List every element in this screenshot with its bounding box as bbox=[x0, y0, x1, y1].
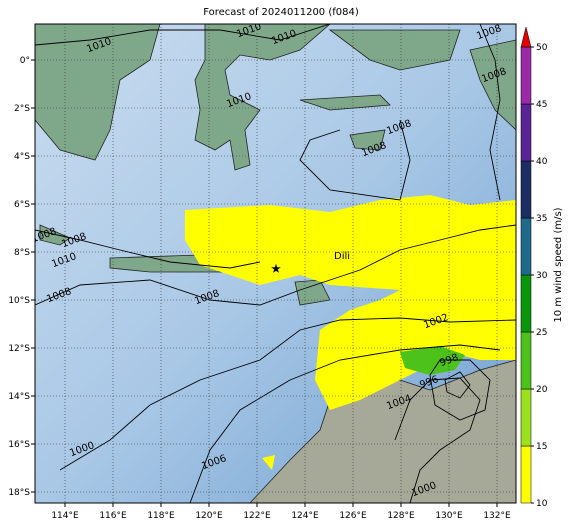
lat-tick-label: 16°S bbox=[8, 440, 30, 450]
colorbar-label: 10 m wind speed (m/s) bbox=[553, 207, 564, 322]
lat-tick-label: 14°S bbox=[8, 392, 30, 402]
map-frame bbox=[34, 23, 517, 504]
colorbar-segment bbox=[520, 160, 532, 219]
lon-tick-label: 124°E bbox=[291, 511, 319, 521]
colorbar-tick-label: 40 bbox=[536, 157, 548, 167]
lat-tick-label: 4°S bbox=[14, 152, 30, 162]
storm-marker: ★ bbox=[272, 264, 281, 275]
colorbar-segment bbox=[520, 445, 532, 504]
colorbar-tick-label: 35 bbox=[536, 214, 547, 224]
lat-tick-label: 10°S bbox=[8, 296, 30, 306]
lon-tick-label: 118°E bbox=[147, 511, 175, 521]
lat-tick-label: 0° bbox=[20, 56, 30, 66]
colorbar-extend bbox=[520, 26, 532, 48]
lat-tick-label: 12°S bbox=[8, 344, 30, 354]
place-label: Dili bbox=[334, 251, 350, 262]
colorbar-segment bbox=[520, 388, 532, 447]
lon-tick-label: 126°E bbox=[339, 511, 367, 521]
graticule bbox=[35, 24, 516, 503]
colorbar-tick-label: 30 bbox=[536, 271, 548, 281]
colorbar-segment bbox=[520, 331, 532, 390]
title: Forecast of 2024011200 (f084) bbox=[203, 7, 359, 18]
colorbar-segment bbox=[520, 46, 532, 105]
lon-tick-label: 128°E bbox=[387, 511, 415, 521]
colorbar-tick-label: 25 bbox=[536, 328, 547, 338]
colorbar-segment bbox=[520, 103, 532, 162]
colorbar-segment bbox=[520, 274, 532, 333]
lon-tick-label: 130°E bbox=[435, 511, 463, 521]
axes: 114°E 116°E 118°E 120°E 122°E 124°E 126°E 128°E… bbox=[8, 56, 511, 521]
lat-tick-label: 6°S bbox=[14, 200, 30, 210]
colorbar-tick-label: 10 bbox=[536, 499, 548, 509]
contours bbox=[35, 24, 516, 503]
colorbar-tick-label: 45 bbox=[536, 100, 547, 110]
lon-tick-label: 120°E bbox=[195, 511, 223, 521]
lat-tick-label: 18°S bbox=[8, 488, 30, 498]
colorbar-tick-label: 20 bbox=[536, 385, 548, 395]
colorbar-segment bbox=[520, 217, 532, 276]
lat-tick-label: 2°S bbox=[14, 104, 30, 114]
wind-shading bbox=[185, 195, 516, 470]
lat-tick-label: 8°S bbox=[14, 248, 30, 258]
lon-tick-label: 116°E bbox=[99, 511, 127, 521]
lon-tick-label: 132°E bbox=[483, 511, 511, 521]
colorbar: 10 15 20 25 30 35 40 45 50 10 m wind speed (m/s) bbox=[520, 26, 564, 509]
lon-tick-label: 114°E bbox=[51, 511, 79, 521]
colorbar-tick-label: 50 bbox=[536, 43, 548, 53]
lon-tick-label: 122°E bbox=[243, 511, 271, 521]
colorbar-tick-label: 15 bbox=[536, 442, 547, 452]
